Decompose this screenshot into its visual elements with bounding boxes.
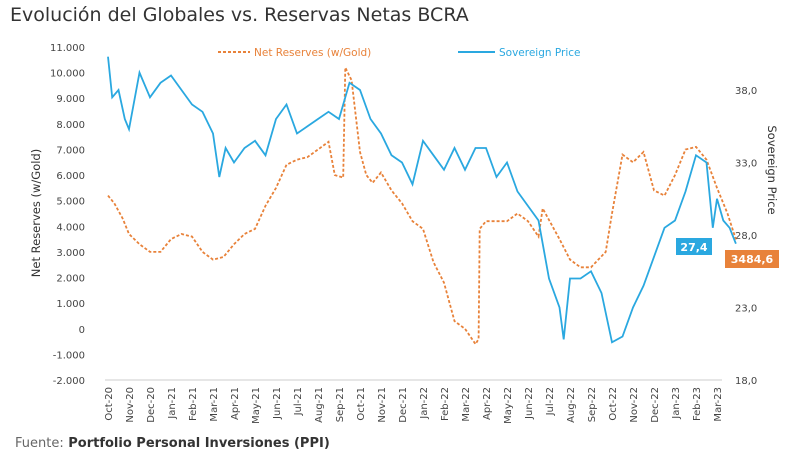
y-right-tick-label: 28,0 (735, 231, 757, 242)
series-line-sovereign-price (107, 56, 737, 344)
source-label: Fuente: (15, 436, 64, 451)
y-left-tick-label: 0 (79, 325, 85, 336)
x-tick-label: Dec-20 (146, 387, 157, 423)
x-tick-label: Jun-21 (272, 387, 283, 420)
x-tick-label: Dec-21 (398, 387, 409, 423)
y-left-tick-label: 8.000 (56, 120, 85, 131)
x-tick-label: Sep-21 (335, 387, 346, 422)
y-left-tick-label: 7.000 (56, 145, 85, 156)
end-label-reserves-text: 3484,6 (731, 253, 774, 266)
x-tick-label: Apr-22 (482, 387, 493, 420)
source-note: Fuente: Portfolio Personal Inversiones (… (15, 436, 330, 451)
y-left-tick-label: 11.000 (50, 43, 85, 54)
y-left-tick-label: 9.000 (56, 94, 85, 105)
x-tick-label: Apr-21 (230, 387, 241, 420)
y-right-tick-label: 33,0 (735, 159, 757, 170)
end-label-reserves: 3484,6 (725, 250, 779, 268)
y-left-tick-label: 3.000 (56, 248, 85, 259)
x-tick-label: Feb-22 (440, 387, 451, 421)
y-left-tick-label: 10.000 (50, 69, 85, 80)
x-tick-label: Nov-21 (377, 387, 388, 423)
end-label-reserves-box (725, 250, 779, 268)
y-axis-right-label: Sovereign Price (765, 125, 779, 214)
x-tick-label: May-22 (503, 387, 514, 424)
x-tick-label: Feb-23 (692, 387, 703, 421)
x-tick-label: Nov-22 (629, 387, 640, 423)
end-label-price-box (676, 238, 712, 255)
x-tick-label: Aug-22 (566, 387, 577, 423)
x-tick-label: Nov-20 (125, 387, 136, 423)
y-left-tick-label: 5.000 (56, 197, 85, 208)
x-tick-label: Mar-23 (713, 387, 724, 422)
y-right-tick-label: 18,0 (735, 376, 757, 387)
y-axis-left-label: Net Reserves (w/Gold) (29, 149, 43, 277)
y-right-tick-label: 38,0 (735, 86, 757, 97)
end-label-price: 27,4 (676, 238, 712, 255)
source-text: Portfolio Personal Inversiones (PPI) (68, 436, 330, 451)
chart-title: Evolución del Globales vs. Reservas Neta… (10, 4, 469, 26)
y-left-tick-label: 2.000 (56, 274, 85, 285)
x-tick-label: Jun-22 (524, 387, 535, 420)
legend-label-price: Sovereign Price (499, 47, 581, 59)
x-tick-label: Feb-21 (188, 387, 199, 421)
x-tick-label: Jul-21 (293, 387, 304, 416)
x-tick-label: Oct-22 (608, 387, 619, 421)
x-tick-label: Oct-20 (104, 387, 115, 421)
y-left-tick-label: 4.000 (56, 222, 85, 233)
x-tick-label: Aug-21 (314, 387, 325, 423)
x-tick-label: Oct-21 (356, 387, 367, 421)
x-tick-label: Jul-22 (545, 387, 556, 416)
x-tick-label: Mar-21 (209, 387, 220, 422)
y-left-tick-label: -1.000 (53, 350, 85, 361)
x-tick-label: Dec-22 (650, 387, 661, 423)
y-left-tick-label: -2.000 (53, 376, 85, 387)
legend-label-reserves: Net Reserves (w/Gold) (254, 47, 371, 59)
x-tick-label: Jan-22 (419, 387, 430, 420)
y-left-tick-label: 6.000 (56, 171, 85, 182)
y-left-tick-label: 1.000 (56, 299, 85, 310)
end-label-price-text: 27,4 (680, 241, 707, 254)
x-tick-label: Mar-22 (461, 387, 472, 422)
x-tick-label: Jan-21 (167, 387, 178, 420)
x-tick-label: Jan-23 (671, 387, 682, 420)
series-line-net-reserves (107, 67, 737, 346)
y-right-tick-label: 23,0 (735, 304, 757, 315)
x-tick-label: May-21 (251, 387, 262, 424)
legend: Net Reserves (w/Gold) Sovereign Price (218, 47, 581, 59)
x-tick-label: Sep-22 (587, 387, 598, 422)
